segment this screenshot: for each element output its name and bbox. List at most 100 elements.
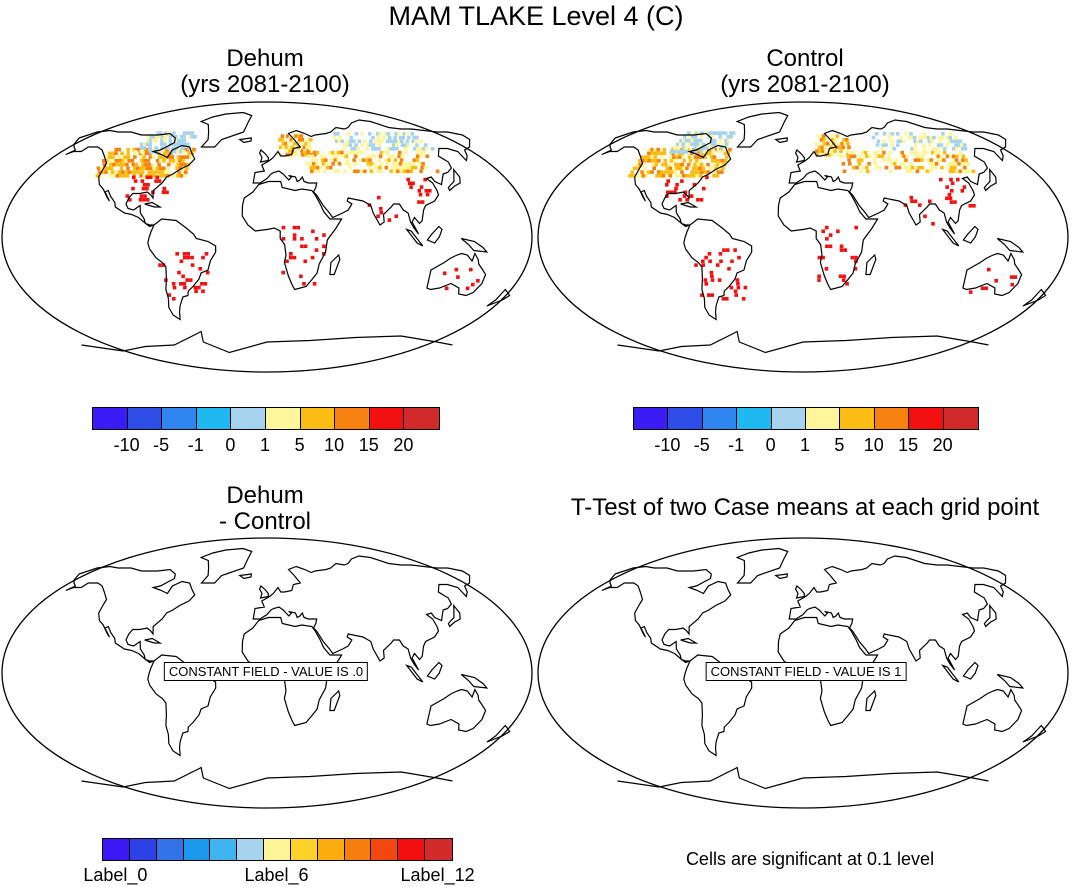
lake-cell xyxy=(278,145,283,150)
lake-cell xyxy=(281,225,286,230)
lake-cell xyxy=(865,169,870,174)
lake-cell xyxy=(932,135,936,140)
lake-cell xyxy=(330,150,335,155)
lake-cell xyxy=(343,169,347,174)
lake-cell xyxy=(700,131,704,135)
lake-cell xyxy=(908,169,913,174)
lake-cell xyxy=(817,255,822,260)
lake-cell xyxy=(698,138,703,143)
lake-cell xyxy=(172,297,176,301)
coastline-new-guinea xyxy=(996,237,1025,253)
lake-cell xyxy=(894,158,899,162)
lake-cell xyxy=(145,175,149,180)
lake-cell xyxy=(914,154,919,159)
lake-cell xyxy=(392,169,397,174)
lake-cell xyxy=(147,162,152,167)
lake-cell xyxy=(290,145,295,150)
lake-cell xyxy=(288,149,292,153)
lake-cell xyxy=(109,174,113,178)
lake-cell xyxy=(882,139,886,144)
lake-cell xyxy=(919,139,923,144)
lake-cell xyxy=(882,150,886,155)
lake-cell xyxy=(329,165,333,170)
lake-cell xyxy=(130,159,135,163)
lake-cell xyxy=(691,135,695,139)
lake-cell xyxy=(876,150,880,155)
colorbar-cell xyxy=(840,408,875,429)
lake-cell xyxy=(673,170,678,174)
lake-cell xyxy=(847,145,851,150)
lake-cell xyxy=(359,169,364,174)
coastline-borneo xyxy=(962,225,979,244)
coastline-antarctica-edge xyxy=(81,330,453,354)
lake-cell xyxy=(661,162,665,167)
lake-cell xyxy=(909,195,914,200)
lake-cell xyxy=(185,278,189,282)
lake-cell xyxy=(456,275,460,279)
lake-cell xyxy=(414,139,418,144)
lake-cell xyxy=(933,165,938,170)
lake-cell xyxy=(157,135,162,139)
lake-cell xyxy=(700,170,704,174)
lake-cell xyxy=(402,162,406,166)
lake-cell xyxy=(939,143,944,147)
lake-cell xyxy=(163,151,167,156)
lake-cell xyxy=(183,174,187,178)
coastline-cuba xyxy=(680,201,699,208)
lake-cell xyxy=(139,174,143,178)
lake-cell xyxy=(183,147,187,152)
lake-cell xyxy=(645,174,649,178)
lake-cell xyxy=(166,146,170,150)
lake-cell xyxy=(162,159,166,163)
lake-cell xyxy=(391,154,395,159)
lake-cell xyxy=(444,286,449,291)
lake-cell xyxy=(840,141,844,146)
lake-cell xyxy=(703,150,707,154)
lake-cell xyxy=(315,150,320,155)
lake-cell xyxy=(139,155,143,159)
lake-cell xyxy=(928,169,933,174)
lake-cell xyxy=(176,155,181,159)
lake-cell xyxy=(320,158,325,162)
lake-cell xyxy=(369,169,374,174)
lake-cell xyxy=(105,159,109,163)
lake-cell xyxy=(309,138,313,142)
lake-cell xyxy=(143,194,147,198)
lake-cell xyxy=(708,166,712,171)
lake-cell xyxy=(411,181,415,186)
lake-cell xyxy=(368,143,373,147)
lake-cell xyxy=(696,151,700,156)
lake-cell xyxy=(369,162,374,166)
lake-cell xyxy=(386,132,391,136)
lake-cell xyxy=(723,159,728,163)
lake-cell xyxy=(300,138,305,142)
lake-cell xyxy=(640,155,645,159)
colorbar-cell xyxy=(196,408,232,429)
lake-cell xyxy=(296,134,301,138)
lake-cell xyxy=(658,174,663,178)
lake-cell xyxy=(376,135,381,140)
lake-cell xyxy=(122,174,127,178)
lake-cell xyxy=(939,158,943,162)
lake-cell xyxy=(701,166,706,171)
coastline-madagascar xyxy=(329,689,341,712)
lake-cell xyxy=(728,147,732,152)
lake-cell xyxy=(127,159,131,163)
coastline-uk xyxy=(794,585,805,599)
lake-cell xyxy=(678,155,682,159)
lake-cell xyxy=(736,282,740,286)
coastline-iceland xyxy=(238,137,252,144)
lake-cell xyxy=(912,135,917,140)
lake-cell xyxy=(323,169,327,174)
lake-cell xyxy=(910,147,914,151)
lake-cell xyxy=(117,155,121,159)
lake-cell xyxy=(161,263,166,267)
lake-cell xyxy=(96,166,101,171)
lake-cell xyxy=(312,282,317,286)
lake-cell xyxy=(179,138,184,143)
lake-cell xyxy=(704,282,708,286)
lake-cell xyxy=(681,142,686,147)
lake-cell xyxy=(387,158,391,162)
colorbar-cell xyxy=(264,839,291,860)
lake-cell xyxy=(682,174,686,178)
